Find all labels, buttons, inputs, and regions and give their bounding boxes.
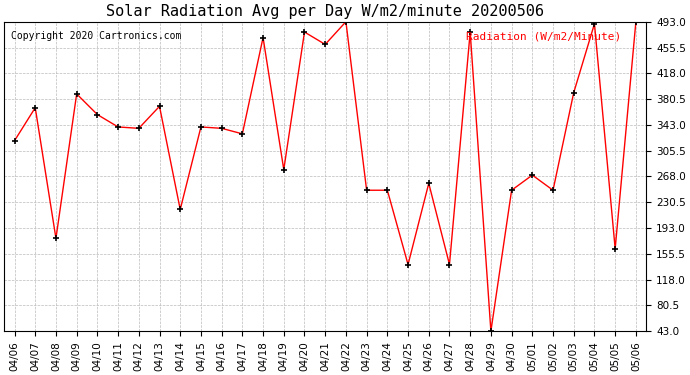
Text: Copyright 2020 Cartronics.com: Copyright 2020 Cartronics.com (10, 31, 181, 41)
Title: Solar Radiation Avg per Day W/m2/minute 20200506: Solar Radiation Avg per Day W/m2/minute … (106, 4, 544, 19)
Text: Radiation (W/m2/Minute): Radiation (W/m2/Minute) (466, 31, 622, 41)
